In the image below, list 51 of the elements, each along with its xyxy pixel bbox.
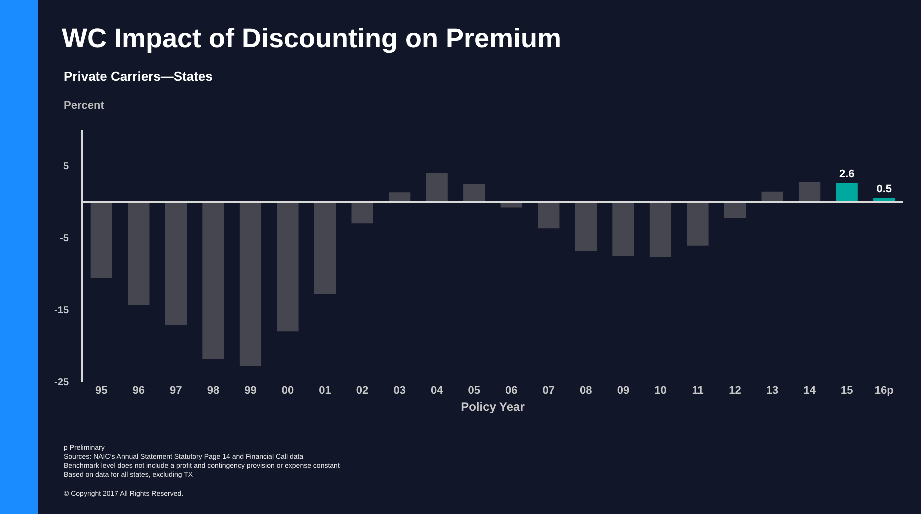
- x-tick-label: 12: [729, 385, 742, 397]
- x-tick-label: 01: [319, 385, 332, 397]
- x-tick-label: 00: [282, 385, 294, 397]
- x-tick-label: 14: [804, 385, 817, 397]
- bar: [240, 202, 262, 366]
- x-tick-label: 07: [542, 385, 556, 397]
- x-tick-label: 10: [654, 385, 667, 397]
- y-tick-label: -15: [54, 306, 70, 316]
- bar: [202, 202, 224, 359]
- x-tick-label: 02: [356, 385, 369, 397]
- bar: [165, 202, 187, 326]
- bar: [650, 202, 672, 258]
- bar: [799, 182, 821, 202]
- chart-subtitle: Private Carriers—States: [64, 69, 213, 84]
- x-tick-label: 99: [244, 385, 257, 397]
- x-tick-label: 03: [394, 385, 406, 397]
- bar: [352, 202, 374, 224]
- bar: [90, 202, 112, 278]
- y-tick-label: 5: [63, 162, 70, 172]
- x-tick-label: 11: [692, 385, 704, 397]
- bar: [277, 202, 299, 332]
- bar: [464, 184, 486, 202]
- data-label: 0.5: [876, 183, 892, 196]
- y-tick-label: -25: [54, 378, 70, 388]
- x-axis-title: Policy Year: [461, 400, 526, 414]
- bar: [762, 192, 784, 202]
- bar: [687, 202, 709, 246]
- x-tick-label: 98: [207, 385, 220, 397]
- x-tick-label: 04: [430, 385, 444, 397]
- x-tick-label: 97: [170, 385, 182, 397]
- x-tick-label: 08: [580, 385, 592, 397]
- x-tick-label: 96: [132, 385, 146, 397]
- x-tick-label: 06: [506, 385, 518, 397]
- bar: [612, 202, 634, 256]
- bar: [724, 202, 746, 219]
- y-tick-label: -5: [60, 234, 70, 244]
- x-tick-label: 16p: [874, 385, 894, 397]
- bar: [575, 202, 597, 251]
- bar: [538, 202, 560, 229]
- bar: [128, 202, 150, 305]
- bar: [314, 202, 336, 294]
- x-tick-label: 95: [96, 385, 108, 397]
- x-tick-label: 15: [840, 385, 854, 397]
- y-axis-title: Percent: [64, 100, 105, 112]
- data-label: 2.6: [839, 168, 855, 180]
- x-tick-label: 09: [617, 385, 630, 397]
- bar: [836, 183, 858, 202]
- x-tick-label: 05: [468, 385, 480, 397]
- bar: [426, 173, 448, 202]
- chart-title: WC Impact of Discounting on Premium: [62, 23, 562, 54]
- x-tick-label: 13: [766, 385, 779, 397]
